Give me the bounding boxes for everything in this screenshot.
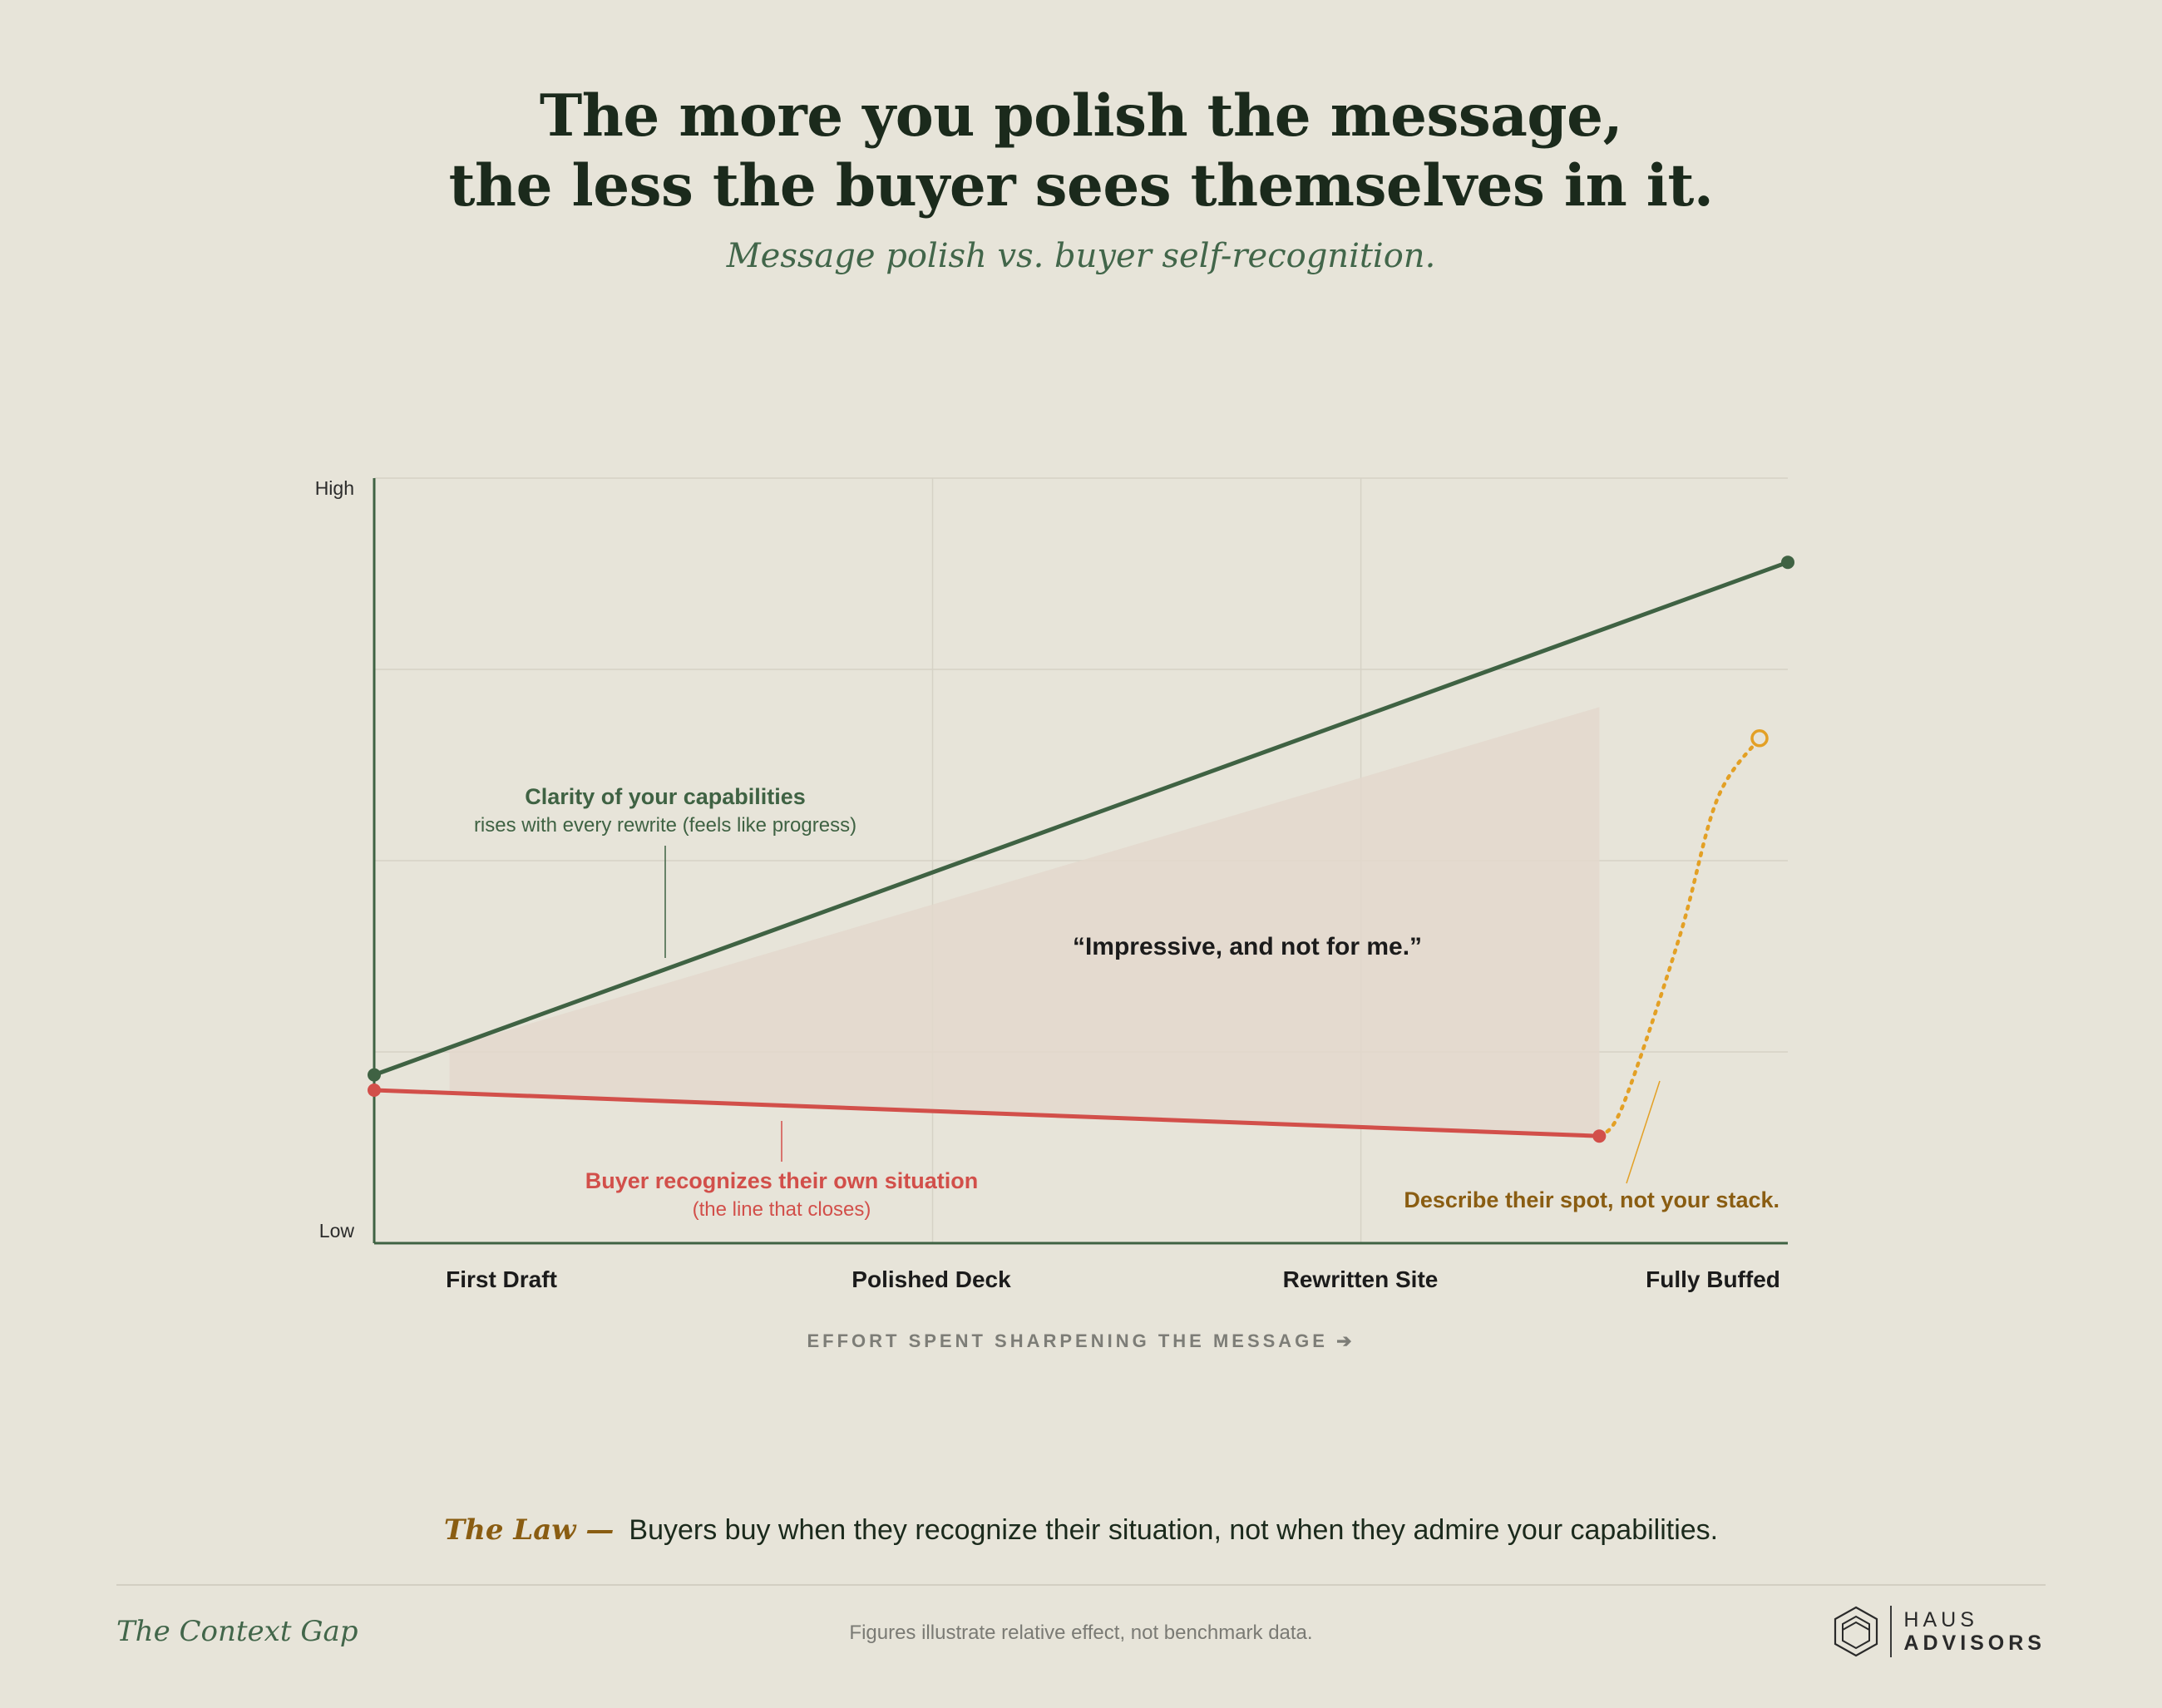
x-ticks: First Draft Polished Deck Rewritten Site Fu… bbox=[446, 1266, 1780, 1292]
chart-title: The more you polish the message, the les… bbox=[0, 81, 2162, 221]
law-label: The Law — bbox=[443, 1513, 615, 1547]
law-statement: The Law — Buyers buy when they recognize … bbox=[0, 1513, 2162, 1547]
title-line-2: the less the buyer sees themselves in it… bbox=[448, 152, 1714, 220]
chart-subtitle: Message polish vs. buyer self-recognitio… bbox=[726, 237, 1436, 275]
logo-wordmark: HAUS ADVISORS bbox=[1903, 1608, 2046, 1655]
law-text: Buyers buy when they recognize their sit… bbox=[629, 1514, 1719, 1546]
fix-leader bbox=[1626, 1080, 1661, 1184]
y-label-low: Low bbox=[319, 1220, 355, 1242]
y-label-high: High bbox=[315, 477, 354, 499]
x-tick-label-0: First Draft bbox=[446, 1266, 557, 1292]
footer-series-title: The Context Gap bbox=[116, 1615, 358, 1648]
haus-advisors-logo: HAUS ADVISORS bbox=[1832, 1605, 2046, 1658]
clarity-point-start bbox=[368, 1068, 381, 1082]
x-tick-label-2: Rewritten Site bbox=[1283, 1266, 1439, 1292]
clarity-point-end bbox=[1781, 555, 1794, 570]
buyer-point-end bbox=[1592, 1129, 1607, 1143]
logo-word-advisors: ADVISORS bbox=[1903, 1631, 2046, 1655]
series-clarity-line bbox=[373, 560, 1789, 1077]
x-axis-label: EFFORT SPENT SHARPENING THE MESSAGE ➔ bbox=[807, 1330, 1355, 1351]
clarity-note: rises with every rewrite (feels like pro… bbox=[474, 814, 856, 837]
series-group bbox=[368, 555, 1794, 1143]
x-tick-label-1: Polished Deck bbox=[851, 1266, 1011, 1292]
logo-word-haus: HAUS bbox=[1903, 1608, 1978, 1631]
gap-area bbox=[449, 707, 1600, 1137]
gap-quote: “Impressive, and not for me.” bbox=[1073, 933, 1422, 960]
logo-separator bbox=[1890, 1606, 1893, 1657]
series-buyer-line bbox=[373, 1088, 1600, 1138]
footer-note: Figures illustrate relative effect, not … bbox=[849, 1622, 1313, 1644]
hexagon-house-icon bbox=[1834, 1606, 1878, 1657]
clarity-label: Clarity of your capabilities bbox=[525, 784, 806, 809]
fix-label: Describe their spot, not your stack. bbox=[1404, 1187, 1779, 1212]
footer-divider bbox=[116, 1584, 2046, 1586]
fix-point-end bbox=[1750, 729, 1769, 748]
buyer-note: (the line that closes) bbox=[693, 1198, 871, 1221]
annotations: “Impressive, and not for me.” Clarity of… bbox=[474, 784, 1779, 1221]
buyer-point-start bbox=[368, 1084, 381, 1097]
buyer-label: Buyer recognizes their own situation bbox=[585, 1168, 979, 1193]
axes bbox=[373, 478, 1788, 1245]
series-fix-curve bbox=[1597, 736, 1762, 1138]
x-tick-label-3: Fully Buffed bbox=[1646, 1266, 1780, 1292]
title-line-1: The more you polish the message, bbox=[539, 82, 1623, 150]
chart-svg: High Low First Draft Polished Deck Rewritt… bbox=[315, 477, 1794, 1351]
